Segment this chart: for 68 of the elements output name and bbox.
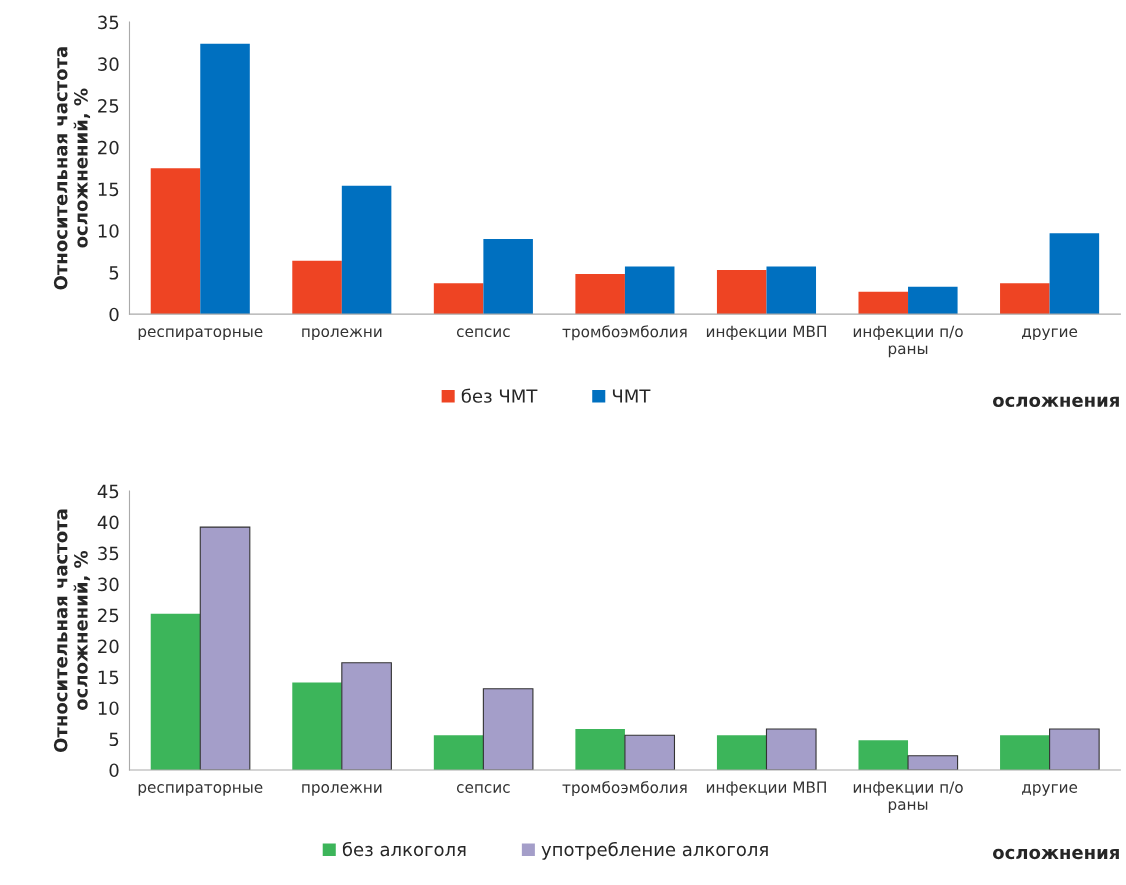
x-tick-label: инфекции МВП <box>706 781 826 796</box>
y-tick-label: 25 <box>98 99 119 113</box>
bar <box>1000 283 1050 315</box>
bar <box>292 260 342 315</box>
bar <box>575 274 625 315</box>
y-tick-label: 20 <box>98 639 119 654</box>
y-tick-label: 20 <box>98 140 119 155</box>
bar <box>200 43 250 315</box>
bar <box>716 269 767 315</box>
x-tick-label: другие <box>1022 784 1078 796</box>
x-tick-label: тромбоэмболия <box>562 781 687 797</box>
bar <box>575 729 625 770</box>
x-tick-label: тромбоэмболия <box>562 325 687 341</box>
bar <box>1049 728 1100 770</box>
bar <box>433 283 484 315</box>
x-tick-label: пролежни <box>302 784 382 796</box>
legend-label: без алкоголя <box>342 841 466 857</box>
x-tick-label: инфекции п/о раны <box>853 325 963 358</box>
bar <box>765 728 817 770</box>
bar <box>624 266 675 315</box>
bar <box>858 291 909 315</box>
bar <box>716 735 767 770</box>
bar <box>908 286 958 315</box>
x-axis-title: осложнения <box>993 396 1119 407</box>
y-tick-label: 15 <box>98 182 119 197</box>
y-tick-label: 45 <box>97 484 119 499</box>
bar <box>292 682 342 770</box>
x-tick-label: респираторные <box>138 784 263 796</box>
legend-label: ЧМТ <box>612 389 651 403</box>
bar <box>433 735 484 770</box>
bar <box>858 740 909 770</box>
bar <box>341 662 392 770</box>
x-tick-label: респираторные <box>138 328 263 341</box>
y-tick-label: 5 <box>109 732 119 747</box>
y-tick-label: 30 <box>98 57 119 71</box>
y-tick-label: 0 <box>109 307 119 322</box>
y-axis-title: Относительная частота осложнений, % <box>53 47 91 290</box>
y-tick-label: 15 <box>98 670 119 685</box>
bar <box>150 613 201 770</box>
x-tick-label: инфекции п/о раны <box>853 781 963 813</box>
bar <box>482 688 534 770</box>
bar <box>341 185 392 315</box>
legend-label: употребление алкоголя <box>541 841 768 860</box>
y-tick-label: 5 <box>109 266 119 280</box>
x-tick-label: другие <box>1022 328 1078 341</box>
bar <box>766 266 817 315</box>
bar <box>1000 735 1050 770</box>
bar <box>199 526 251 770</box>
y-tick-label: 10 <box>98 224 119 238</box>
x-tick-label: сепсис <box>456 328 510 338</box>
legend-label: без ЧМТ <box>461 388 538 403</box>
y-tick-label: 0 <box>109 763 119 778</box>
y-tick-label: 30 <box>98 577 119 592</box>
x-tick-label: пролежни <box>302 328 382 341</box>
bar <box>1049 233 1100 315</box>
y-tick-label: 40 <box>97 515 119 530</box>
y-tick-label: 35 <box>98 15 119 30</box>
y-axis-title: Относительная частота осложнений, % <box>53 509 91 753</box>
y-tick-label: 25 <box>98 608 119 623</box>
x-tick-label: инфекции МВП <box>706 325 826 341</box>
bar <box>483 239 533 315</box>
bar <box>907 755 959 770</box>
y-tick-label: 35 <box>98 546 119 561</box>
bar <box>150 168 201 315</box>
x-tick-label: сепсис <box>456 784 510 793</box>
y-tick-label: 10 <box>98 701 119 716</box>
bar <box>624 734 676 770</box>
x-axis-title: осложнения <box>993 848 1119 860</box>
